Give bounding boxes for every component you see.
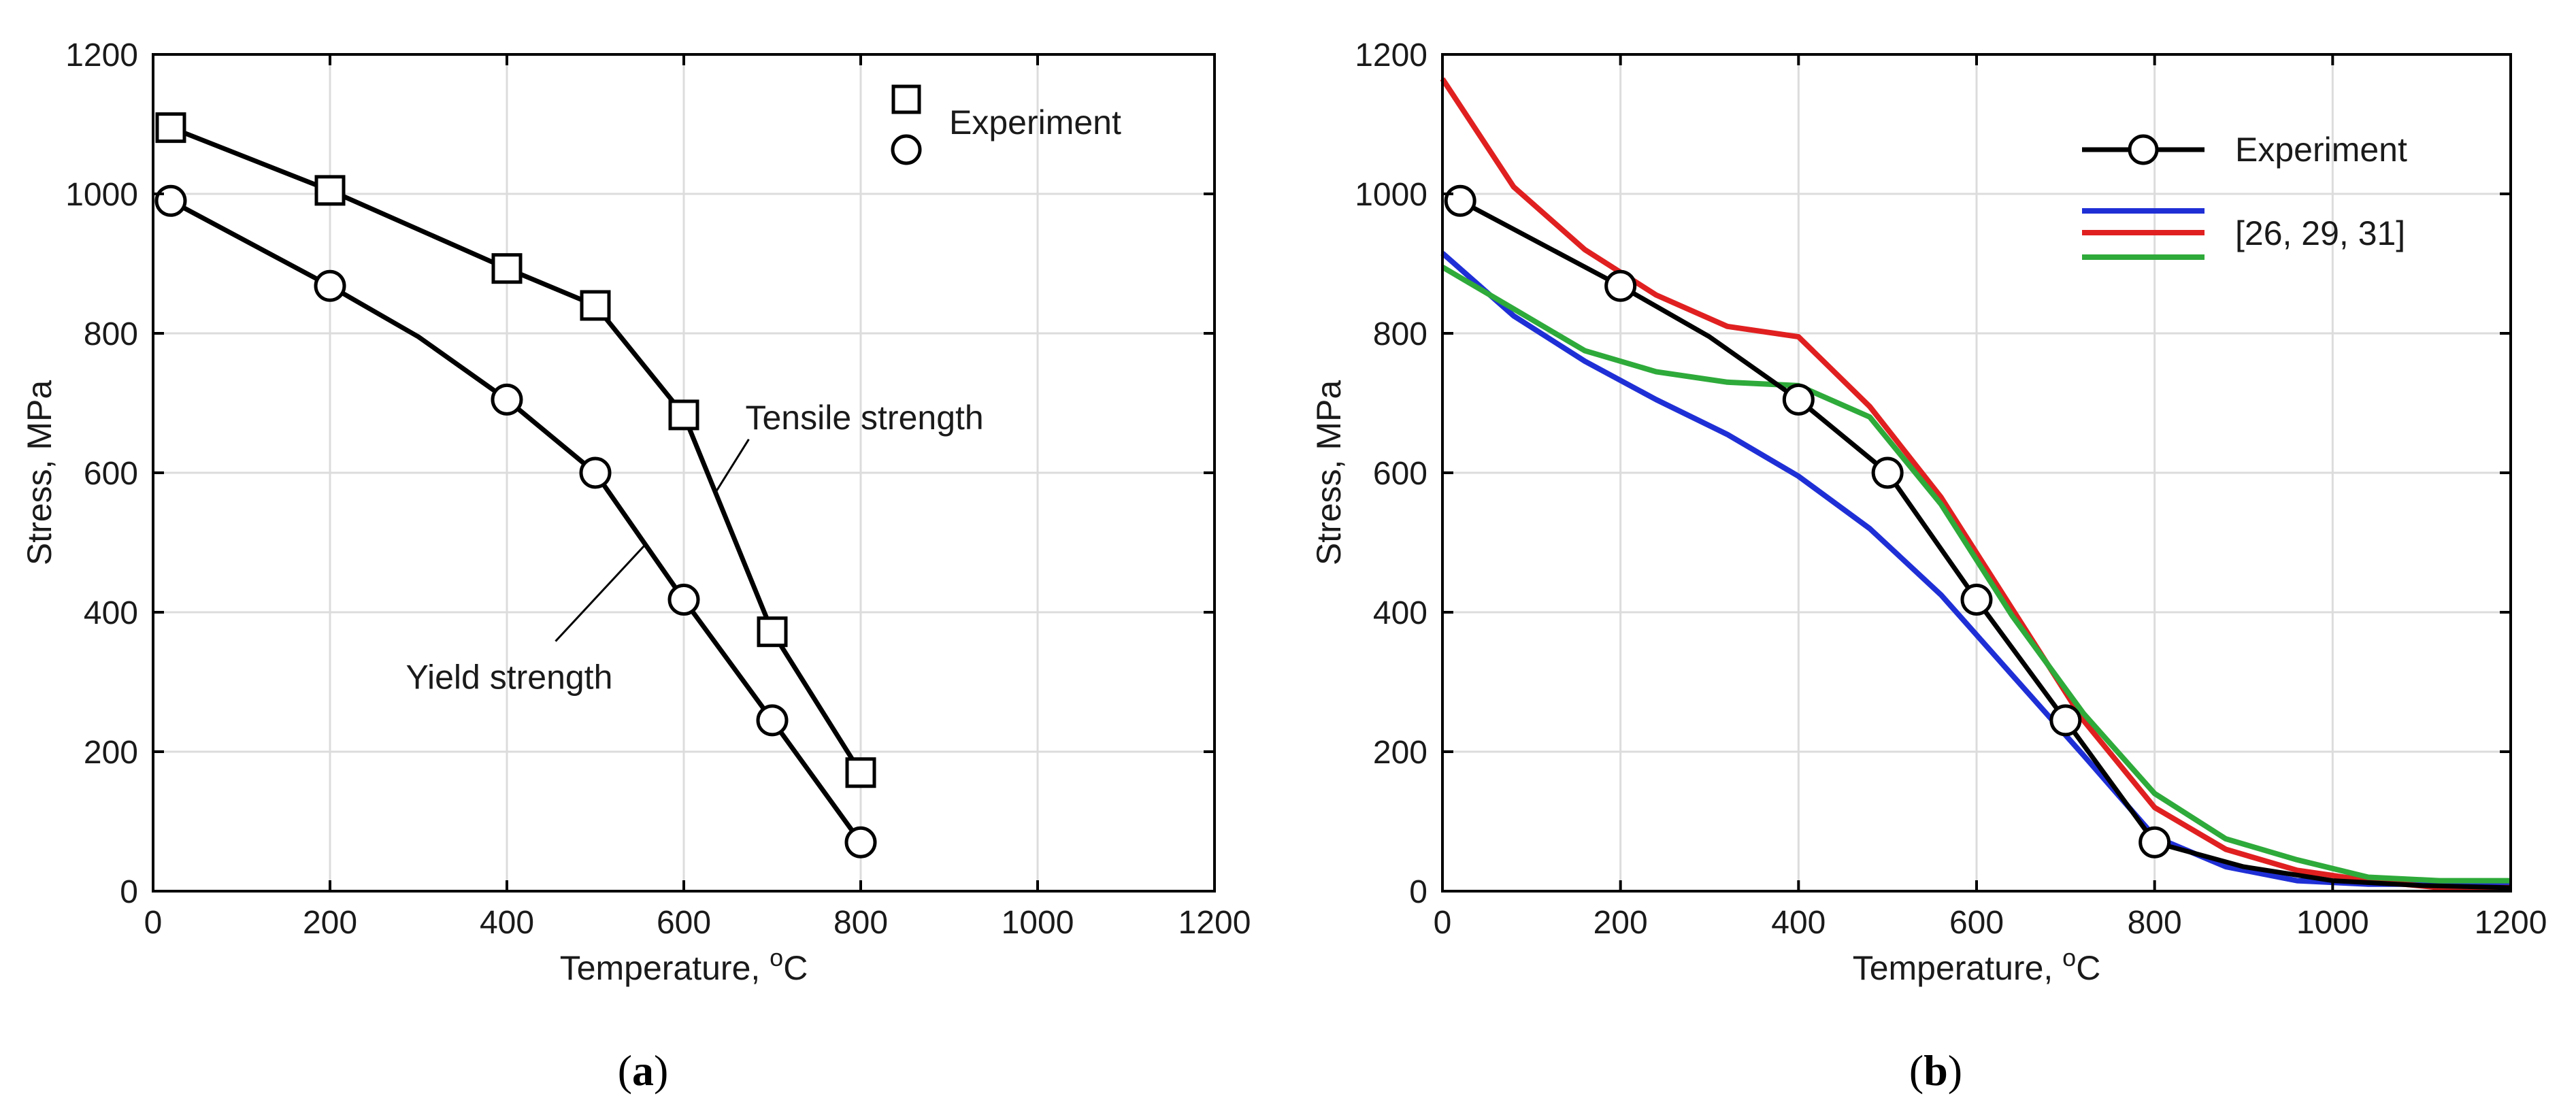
chart-panel-b: 0 200 400 600 800 1000 1200 0 200 400 600 800 1000 12… xyxy=(1310,37,2547,987)
x-tick-label: 0 xyxy=(1434,905,1452,941)
data-point-circle xyxy=(1604,269,1637,302)
y-tick-label: 800 xyxy=(84,316,138,352)
annotation-leader-yield xyxy=(555,545,645,642)
panel-caption-a: (a) xyxy=(618,1046,669,1095)
series-line xyxy=(169,199,863,844)
data-point-square xyxy=(155,112,186,144)
data-point-circle xyxy=(2049,704,2082,737)
x-tick-label: 800 xyxy=(833,905,888,941)
data-point-circle xyxy=(1444,184,1476,217)
data-point-circle xyxy=(154,184,187,217)
y-tick-label: 600 xyxy=(1373,456,1427,492)
annotation-leader-tensile xyxy=(714,438,750,495)
data-point-circle xyxy=(579,456,612,489)
y-tick-label: 1200 xyxy=(1355,37,1427,73)
legend-label-experiment: Experiment xyxy=(949,103,1121,141)
y-tick-label: 1000 xyxy=(65,177,138,213)
annotation-yield-strength: Yield strength xyxy=(406,658,613,697)
legend-square-marker xyxy=(891,84,921,114)
data-point-circle xyxy=(1871,456,1904,489)
data-point-square xyxy=(757,616,788,648)
y-tick-label: 0 xyxy=(1409,874,1427,910)
data-point-circle xyxy=(844,826,877,858)
data-point-square xyxy=(314,175,346,206)
x-axis-title-b: Temperature, oC xyxy=(1853,944,2101,988)
x-tick-label: 200 xyxy=(1594,905,1648,941)
y-tick-label: 400 xyxy=(1373,595,1427,631)
y-tick-label: 200 xyxy=(84,735,138,771)
x-tick-label: 800 xyxy=(2128,905,2182,941)
y-tick-label: 200 xyxy=(1373,735,1427,771)
x-tick-label: 600 xyxy=(657,905,711,941)
data-point-circle xyxy=(314,269,346,302)
legend-experiment-marker xyxy=(2128,134,2159,165)
x-tick-label: 1200 xyxy=(2475,905,2547,941)
y-axis-title-b: Stress, MPa xyxy=(1310,380,1348,565)
x-tick-label: 400 xyxy=(480,905,534,941)
data-point-circle xyxy=(491,383,523,416)
y-tick-label: 1000 xyxy=(1355,177,1427,213)
legend-b: Experiment [26, 29, 31] xyxy=(2082,131,2407,260)
x-tick-label: 200 xyxy=(303,905,357,941)
data-point-circle xyxy=(1960,584,1993,616)
chart-panel-a: 0 200 400 600 800 1000 1200 0 200 400 600 800 1000 12… xyxy=(20,37,1251,987)
data-point-circle xyxy=(2139,826,2171,858)
y-tick-label: 800 xyxy=(1373,316,1427,352)
legend-label-experiment: Experiment xyxy=(2235,131,2407,169)
data-point-square xyxy=(845,757,876,788)
y-tick-label: 1200 xyxy=(65,37,138,73)
data-point-square xyxy=(491,253,523,284)
data-point-circle xyxy=(667,584,700,616)
data-point-square xyxy=(580,290,611,321)
legend-circle-marker xyxy=(891,134,922,165)
x-tick-label: 1200 xyxy=(1178,905,1251,941)
x-tick-label: 0 xyxy=(144,905,163,941)
annotation-tensile-strength: Tensile strength xyxy=(746,399,984,437)
series-line xyxy=(1459,199,2511,890)
data-point-square xyxy=(668,399,699,431)
x-axis-title-a: Temperature, oC xyxy=(560,944,808,988)
series-line xyxy=(1440,265,2511,884)
legend-a: Experiment xyxy=(891,84,1121,165)
panel-caption-b: (b) xyxy=(1909,1046,1962,1095)
data-point-circle xyxy=(1782,383,1815,416)
legend-label-models: [26, 29, 31] xyxy=(2235,214,2405,252)
y-tick-label: 400 xyxy=(84,595,138,631)
data-point-circle xyxy=(756,704,789,737)
x-tick-label: 400 xyxy=(1771,905,1826,941)
y-tick-label: 600 xyxy=(84,456,138,492)
x-tick-label: 1000 xyxy=(1002,905,1074,941)
x-tick-label: 600 xyxy=(1949,905,2004,941)
y-tick-label: 0 xyxy=(120,874,138,910)
x-tick-label: 1000 xyxy=(2296,905,2369,941)
y-axis-title-a: Stress, MPa xyxy=(20,380,59,565)
